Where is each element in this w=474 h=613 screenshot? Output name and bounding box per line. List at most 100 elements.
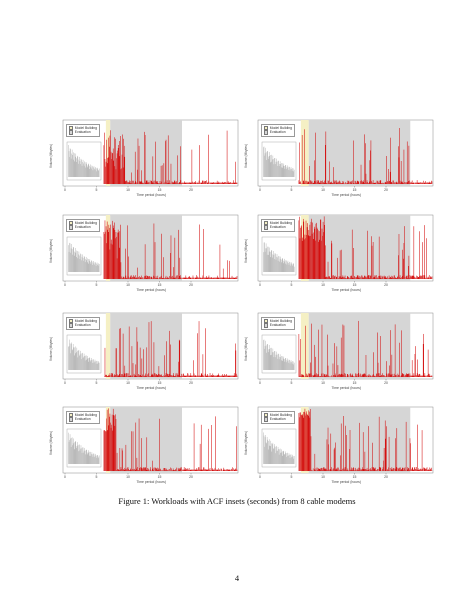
model-building-band bbox=[300, 313, 309, 379]
acf-bars bbox=[68, 242, 100, 272]
x-tick-label: 0 bbox=[64, 381, 66, 385]
evaluation-band bbox=[308, 120, 411, 186]
x-tick-label: 5 bbox=[291, 475, 293, 479]
x-tick-label: 5 bbox=[291, 188, 293, 192]
x-tick-label: 15 bbox=[353, 475, 357, 479]
legend-item-model-building: Model Building bbox=[69, 412, 98, 418]
evaluation-band bbox=[308, 313, 411, 379]
legend-label: Evaluation bbox=[269, 417, 286, 422]
series-spikes bbox=[103, 321, 238, 377]
x-tick-label: 20 bbox=[384, 475, 388, 479]
legend-swatch-icon bbox=[264, 412, 269, 417]
legend-swatch-icon bbox=[264, 318, 269, 323]
y-axis-label: Volume (Mbytes) bbox=[49, 144, 53, 168]
chart-panel-6: 0 5 10 15 20 Volume (Mbytes) Time period (hour… bbox=[240, 311, 434, 391]
legend-swatch-icon bbox=[69, 130, 74, 135]
legend-item-evaluation: Evaluation bbox=[264, 225, 292, 230]
chart-panel-1: 0 5 10 15 20 Volume (Mbytes) Time period (hour… bbox=[45, 118, 239, 198]
x-tick-label: 0 bbox=[64, 188, 66, 192]
legend-swatch-icon bbox=[264, 225, 269, 230]
x-tick-label: 10 bbox=[126, 381, 130, 385]
series-spikes bbox=[103, 130, 238, 184]
legend-swatch-icon bbox=[264, 220, 269, 225]
x-axis-label: Time period (hours) bbox=[136, 480, 166, 484]
chart-svg: 0 5 10 15 20 bbox=[62, 312, 239, 385]
x-axis-label: Time period (hours) bbox=[331, 386, 361, 390]
figure-caption: Figure 1: Workloads with ACF insets (sec… bbox=[118, 496, 356, 506]
legend-swatch-icon bbox=[69, 225, 74, 230]
chart-svg: 0 5 10 15 20 bbox=[62, 119, 239, 192]
legend-item-evaluation: Evaluation bbox=[264, 417, 292, 422]
legend-label: Model Building bbox=[74, 412, 98, 417]
x-tick-label: 10 bbox=[126, 188, 130, 192]
x-tick-label: 0 bbox=[259, 188, 261, 192]
legend-swatch-icon bbox=[69, 125, 74, 130]
series-spikes bbox=[298, 408, 433, 471]
evaluation-band bbox=[110, 407, 182, 473]
legend-label: Model Building bbox=[74, 318, 98, 323]
legend-swatch-icon bbox=[264, 125, 269, 130]
y-axis-label: Volume (Mbytes) bbox=[49, 431, 53, 455]
legend-swatch-icon bbox=[264, 417, 269, 422]
x-tick-label: 15 bbox=[158, 188, 162, 192]
model-building-band bbox=[300, 120, 309, 186]
legend-swatch-icon bbox=[69, 220, 74, 225]
legend-label: Evaluation bbox=[269, 323, 286, 328]
legend-item-model-building: Model Building bbox=[264, 220, 293, 226]
chart-panel-2: 0 5 10 15 20 Volume (Mbytes) Time period (hour… bbox=[240, 118, 434, 198]
evaluation-band bbox=[308, 215, 411, 281]
legend: Model Building Evaluation bbox=[261, 317, 296, 330]
legend-label: Model Building bbox=[269, 412, 293, 417]
x-tick-label: 0 bbox=[64, 475, 66, 479]
y-axis-label: Volume (Mbytes) bbox=[49, 239, 53, 263]
legend-item-model-building: Model Building bbox=[264, 412, 293, 418]
x-tick-label: 15 bbox=[158, 283, 162, 287]
series-spikes bbox=[103, 408, 238, 471]
legend-swatch-icon bbox=[264, 130, 269, 135]
y-axis-label: Volume (Mbytes) bbox=[244, 239, 248, 263]
series-spikes bbox=[298, 320, 433, 377]
legend-label: Model Building bbox=[74, 125, 98, 130]
acf-bars bbox=[263, 339, 295, 370]
legend-label: Evaluation bbox=[74, 323, 91, 328]
x-tick-label: 15 bbox=[353, 188, 357, 192]
acf-bars bbox=[68, 432, 100, 464]
legend-label: Model Building bbox=[269, 125, 293, 130]
legend: Model Building Evaluation bbox=[66, 317, 101, 330]
x-tick-label: 10 bbox=[126, 475, 130, 479]
legend-label: Evaluation bbox=[74, 417, 91, 422]
x-tick-label: 20 bbox=[189, 283, 193, 287]
x-tick-label: 20 bbox=[189, 475, 193, 479]
chart-panel-3: 0 5 10 15 20 Volume (Mbytes) Time period (hour… bbox=[45, 213, 239, 293]
x-tick-label: 5 bbox=[96, 283, 98, 287]
legend-label: Model Building bbox=[269, 220, 293, 225]
x-tick-label: 10 bbox=[321, 381, 325, 385]
legend-item-evaluation: Evaluation bbox=[69, 323, 97, 328]
x-tick-label: 20 bbox=[189, 188, 193, 192]
legend: Model Building Evaluation bbox=[66, 411, 101, 424]
x-tick-label: 0 bbox=[259, 381, 261, 385]
x-tick-label: 10 bbox=[321, 188, 325, 192]
legend-label: Model Building bbox=[269, 318, 293, 323]
legend-item-evaluation: Evaluation bbox=[69, 225, 97, 230]
legend-item-model-building: Model Building bbox=[69, 125, 98, 131]
x-tick-label: 5 bbox=[96, 381, 98, 385]
x-axis-label: Time period (hours) bbox=[331, 480, 361, 484]
y-axis-label: Volume (Mbytes) bbox=[49, 337, 53, 361]
y-axis-label: Volume (Mbytes) bbox=[244, 431, 248, 455]
x-tick-label: 15 bbox=[158, 475, 162, 479]
y-axis-label: Volume (Mbytes) bbox=[244, 337, 248, 361]
legend: Model Building Evaluation bbox=[66, 124, 101, 137]
series-spikes bbox=[298, 127, 433, 184]
legend: Model Building Evaluation bbox=[261, 219, 296, 232]
legend-item-model-building: Model Building bbox=[69, 318, 98, 324]
legend-item-model-building: Model Building bbox=[69, 220, 97, 226]
series-spikes bbox=[103, 220, 238, 279]
x-axis-label: Time period (hours) bbox=[331, 193, 361, 197]
legend-swatch-icon bbox=[69, 412, 74, 417]
acf-bars bbox=[263, 242, 295, 272]
x-tick-label: 0 bbox=[259, 475, 261, 479]
x-tick-label: 10 bbox=[321, 283, 325, 287]
chart-panel-7: 0 5 10 15 20 Volume (Mbytes) Time period (hour… bbox=[45, 405, 239, 485]
x-tick-label: 5 bbox=[96, 188, 98, 192]
